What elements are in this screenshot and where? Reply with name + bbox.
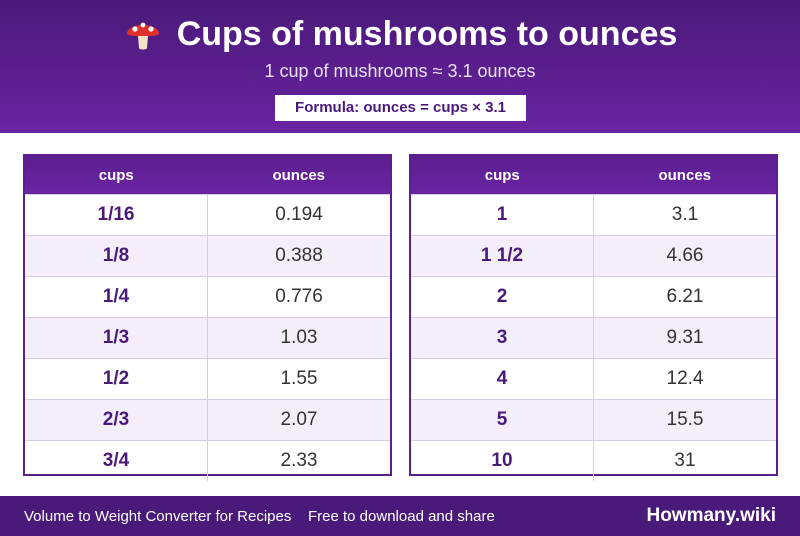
title-row: Cups of mushrooms to ounces xyxy=(0,12,800,56)
header: Cups of mushrooms to ounces 1 cup of mus… xyxy=(0,0,800,133)
cups-cell: 2 xyxy=(411,277,594,317)
mushroom-icon xyxy=(123,14,163,54)
ounces-cell: 2.07 xyxy=(280,409,318,430)
column-header-ounces: ounces xyxy=(658,166,711,184)
conversion-table-right: cups ounces 1 3.1 1 1/2 4.66 2 6.21 3 9.31 4… xyxy=(409,154,778,481)
ounces-cell: 1.03 xyxy=(280,327,318,348)
cups-cell: 10 xyxy=(411,441,594,481)
cups-cell: 1/3 xyxy=(25,318,208,358)
ounces-cell: 4.66 xyxy=(666,245,704,266)
table-row: 10 31 xyxy=(411,440,776,481)
table-row: 4 12.4 xyxy=(411,358,776,399)
subtitle: 1 cup of mushrooms ≈ 3.1 ounces xyxy=(264,61,536,81)
conversion-table-left: cups ounces 1/16 0.194 1/8 0.388 1/4 0.776 … xyxy=(23,154,392,481)
footer-converter-text: Volume to Weight Converter for Recipes xyxy=(24,508,292,525)
ounces-cell: 3.1 xyxy=(671,204,699,225)
cups-cell: 1/4 xyxy=(25,277,208,317)
ounces-cell: 0.388 xyxy=(275,245,323,266)
ounces-cell: 1.55 xyxy=(280,368,318,389)
footer: Volume to Weight Converter for Recipes F… xyxy=(0,496,800,536)
table-row: 2/3 2.07 xyxy=(25,399,390,440)
cups-cell: 1/8 xyxy=(25,236,208,276)
table-row: 1/4 0.776 xyxy=(25,276,390,317)
cups-cell: 1/16 xyxy=(25,195,208,235)
footer-share-text: Free to download and share xyxy=(308,508,495,525)
column-header-cups: cups xyxy=(484,166,520,184)
page-title: Cups of mushrooms to ounces xyxy=(176,15,678,53)
ounces-cell: 6.21 xyxy=(666,286,704,307)
ounces-cell: 0.194 xyxy=(275,204,323,225)
ounces-cell: 2.33 xyxy=(280,450,318,471)
table-row: 1/16 0.194 xyxy=(25,194,390,235)
cups-cell: 4 xyxy=(411,359,594,399)
table-header: cups ounces xyxy=(411,156,776,194)
table-row: 2 6.21 xyxy=(411,276,776,317)
cups-cell: 1/2 xyxy=(25,359,208,399)
ounces-cell: 9.31 xyxy=(666,327,704,348)
ounces-cell: 31 xyxy=(674,450,696,471)
table-row: 1/3 1.03 xyxy=(25,317,390,358)
column-header-cups: cups xyxy=(98,166,134,184)
table-row: 1 1/2 4.66 xyxy=(411,235,776,276)
cups-cell: 1 xyxy=(411,195,594,235)
table-row: 5 15.5 xyxy=(411,399,776,440)
cups-cell: 2/3 xyxy=(25,400,208,440)
cups-cell: 3/4 xyxy=(25,441,208,481)
cups-cell: 5 xyxy=(411,400,594,440)
table-header: cups ounces xyxy=(25,156,390,194)
brand-logo[interactable]: Howmany.wiki xyxy=(646,505,776,526)
column-header-ounces: ounces xyxy=(272,166,325,184)
cups-cell: 1 1/2 xyxy=(411,236,594,276)
ounces-cell: 15.5 xyxy=(666,409,704,430)
table-row: 1/8 0.388 xyxy=(25,235,390,276)
table-row: 1/2 1.55 xyxy=(25,358,390,399)
table-row: 3/4 2.33 xyxy=(25,440,390,481)
table-row: 1 3.1 xyxy=(411,194,776,235)
table-row: 3 9.31 xyxy=(411,317,776,358)
cups-cell: 3 xyxy=(411,318,594,358)
ounces-cell: 12.4 xyxy=(666,368,704,389)
formula-box: Formula: ounces = cups × 3.1 xyxy=(275,95,526,121)
ounces-cell: 0.776 xyxy=(275,286,323,307)
